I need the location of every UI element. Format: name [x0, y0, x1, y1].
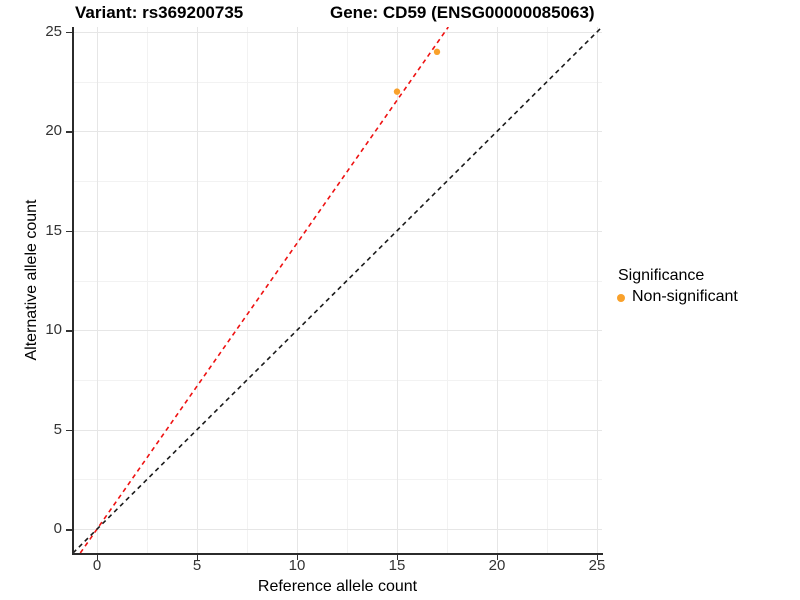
- legend-item-non-significant: Non-significant: [616, 288, 738, 306]
- non-significant-point-icon: [617, 293, 625, 302]
- x-axis-title: Reference allele count: [257, 578, 418, 595]
- gridline-minor-vertical: [347, 27, 348, 553]
- gridline-major-horizontal: [73, 330, 602, 332]
- x-tick-label: 0: [92, 557, 102, 574]
- gridline-minor-vertical: [247, 27, 248, 553]
- plot-title-gene: Gene: CD59 (ENSG00000085063): [330, 3, 595, 22]
- gridline-minor-horizontal: [73, 379, 602, 381]
- x-tick-mark: [397, 554, 399, 560]
- y-tick-label: 25: [45, 22, 62, 40]
- x-tick-mark: [97, 554, 99, 560]
- y-tick-mark: [66, 230, 72, 233]
- gridline-major-vertical: [97, 27, 98, 553]
- plot-panel: [73, 27, 602, 553]
- gridline-minor-horizontal: [73, 479, 602, 481]
- y-axis-title: Alternative allele count: [23, 199, 40, 361]
- x-tick-label: 25: [588, 557, 606, 574]
- y-tick-mark: [66, 429, 72, 432]
- gridline-major-horizontal: [73, 429, 602, 431]
- legend: Significance Non-significant: [616, 267, 738, 306]
- y-axis-line: [72, 27, 74, 554]
- gridline-major-horizontal: [73, 31, 602, 33]
- data-point: [433, 48, 441, 56]
- identity-line: [73, 27, 602, 553]
- gridline-minor-vertical: [147, 27, 148, 553]
- x-tick-label: 20: [488, 557, 506, 574]
- y-tick-label: 0: [53, 520, 62, 538]
- gridline-minor-horizontal: [73, 280, 602, 282]
- gridline-major-horizontal: [73, 230, 602, 232]
- y-tick-mark: [66, 131, 72, 133]
- x-tick-mark: [597, 554, 599, 560]
- gridline-major-vertical: [597, 27, 598, 553]
- x-tick-label: 15: [388, 557, 406, 574]
- gridline-major-horizontal: [73, 131, 602, 133]
- x-tick-mark: [297, 554, 299, 560]
- gridline-minor-horizontal: [73, 181, 602, 183]
- legend-item-label: Non-significant: [632, 288, 738, 305]
- gridline-major-vertical: [397, 27, 398, 553]
- y-tick-label: 15: [45, 221, 62, 239]
- gridline-major-vertical: [497, 27, 498, 553]
- y-tick-label: 20: [45, 122, 62, 140]
- plot-svg-layer: [73, 27, 602, 553]
- y-tick-mark: [66, 330, 72, 332]
- gridline-minor-vertical: [447, 27, 448, 553]
- plot-title-variant: Variant: rs369200735: [75, 3, 244, 22]
- y-tick-label: 10: [45, 321, 62, 339]
- y-tick-mark: [66, 31, 72, 34]
- gridline-minor-vertical: [547, 27, 548, 553]
- gridline-major-horizontal: [73, 529, 602, 531]
- data-point: [393, 88, 401, 95]
- fitted-allele-ratio-line: [79, 27, 449, 553]
- gridline-major-vertical: [297, 27, 298, 553]
- x-axis-line: [72, 553, 603, 555]
- gridline-minor-horizontal: [73, 81, 602, 83]
- y-tick-mark: [66, 529, 72, 531]
- x-tick-label: 5: [192, 557, 202, 574]
- x-tick-mark: [197, 554, 199, 560]
- legend-title: Significance: [618, 267, 705, 284]
- x-tick-mark: [497, 554, 499, 560]
- y-tick-label: 5: [53, 420, 62, 438]
- x-tick-label: 10: [288, 557, 306, 574]
- gridline-major-vertical: [197, 27, 198, 553]
